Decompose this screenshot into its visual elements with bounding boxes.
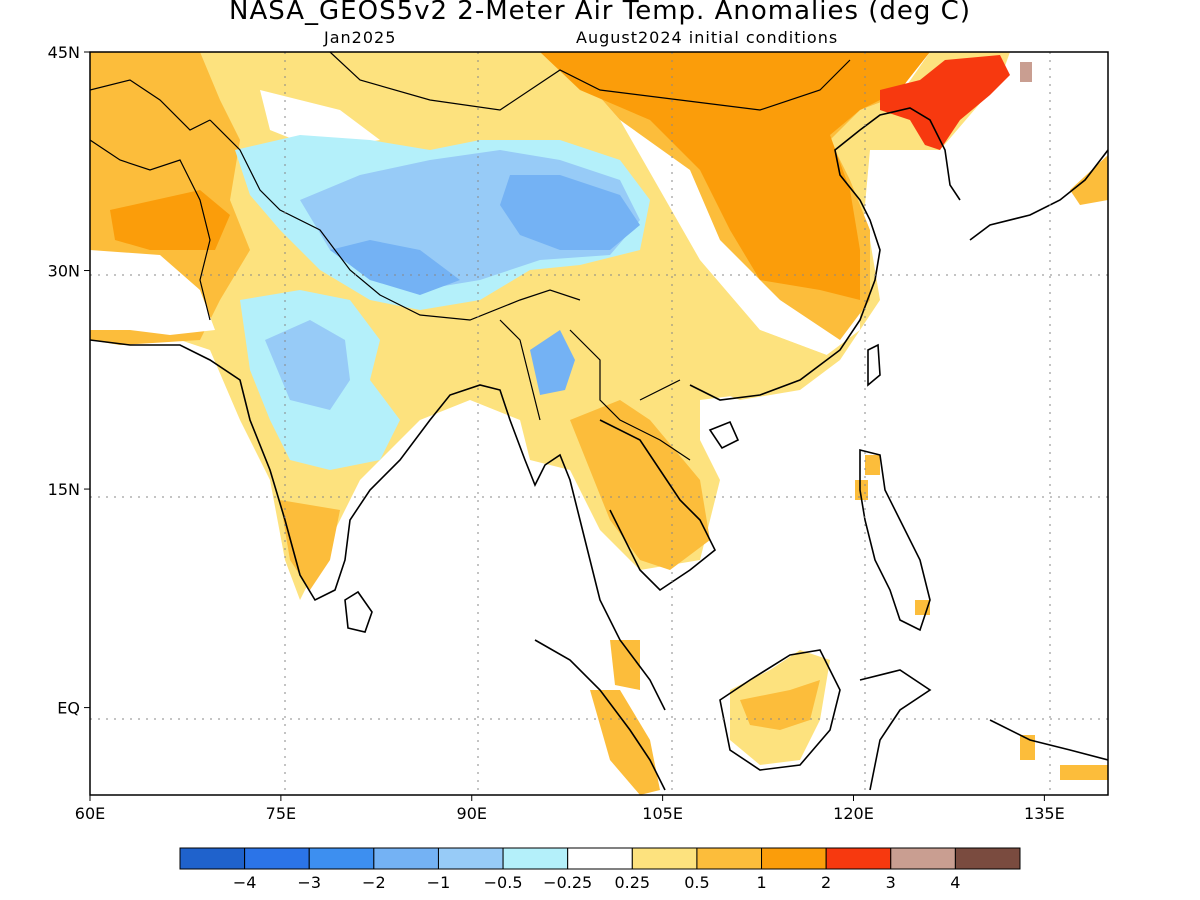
colorbar-label: 3 (886, 873, 896, 892)
colorbar-swatch (825, 847, 892, 870)
x-tick-label: 135E (1024, 804, 1065, 823)
x-axis: 60E 75E 90E 105E 120E 135E (75, 795, 1065, 823)
anomaly-neutral-west (90, 250, 215, 335)
colorbar-label: −1 (427, 873, 451, 892)
anomaly-region-south-india (280, 500, 340, 590)
x-tick-label: 90E (457, 804, 487, 823)
colorbar-swatch (179, 847, 246, 870)
anomaly-region-myanmar-cold (530, 330, 575, 395)
forecast-month: Jan2025 (324, 28, 397, 47)
anomaly-region-iran-core (110, 190, 230, 250)
coastline-indochina (599, 419, 717, 592)
coastline-new-guinea (989, 719, 1108, 761)
coastlines (90, 52, 1108, 791)
y-tick-label: 15N (48, 480, 80, 499)
anomaly-region-india (265, 320, 350, 410)
coastline-sri-lanka (344, 590, 373, 633)
coastline-south-asia (90, 339, 666, 711)
colorbar-label: −2 (362, 873, 386, 892)
colorbar-swatch (502, 847, 569, 870)
y-tick-label: EQ (57, 699, 80, 718)
border-southeast-asia (499, 319, 691, 461)
colorbar-swatch (631, 847, 698, 870)
coastline-sumatra (534, 639, 666, 791)
anomaly-region-indochina (570, 400, 710, 570)
coastline-japan (969, 149, 1108, 241)
anomaly-region-southeast-china (680, 300, 840, 400)
colorbar-swatch (244, 847, 310, 870)
x-tick-label: 75E (266, 804, 296, 823)
anomaly-region-tibet-core (330, 175, 640, 295)
colorbar-label: −4 (233, 873, 257, 892)
coastline-borneo (719, 649, 841, 771)
anomaly-cell-extreme (1020, 62, 1032, 82)
anomaly-region-sumatra (590, 690, 660, 795)
colorbar-label: −0.25 (543, 873, 592, 892)
y-tick-label: 45N (48, 43, 80, 62)
coastline-hainan (708, 420, 740, 450)
border-himalaya (209, 119, 581, 321)
colorbar-label: −0.5 (484, 873, 523, 892)
y-axis: 45N 30N 15N EQ (48, 43, 90, 718)
anomaly-region-mongolia (540, 52, 930, 300)
x-tick-label: 120E (833, 804, 874, 823)
coastline-china (689, 107, 961, 401)
anomaly-region-malaya (610, 640, 640, 690)
map-frame (89, 51, 1109, 796)
map-title: NASA_GEOS5v2 2-Meter Air Temp. Anomalies… (229, 0, 971, 26)
initial-conditions: August2024 initial conditions (576, 28, 839, 47)
colorbar-label: 0.25 (614, 873, 650, 892)
coastline-sulawesi (859, 669, 932, 791)
coastline-philippines (859, 448, 931, 632)
colorbar-swatch (567, 847, 633, 870)
colorbar-swatch (696, 847, 763, 870)
anomaly-neutral-north (260, 90, 380, 150)
border-china-mongolia (329, 52, 851, 111)
x-tick-label: 105E (642, 804, 683, 823)
colorbar-swatch (437, 847, 504, 870)
anomaly-region-new-guinea (1020, 735, 1108, 780)
colorbar-label: 4 (950, 873, 960, 892)
colorbar-label: −3 (297, 873, 321, 892)
x-tick-label: 60E (75, 804, 105, 823)
colorbar-label: 1 (756, 873, 766, 892)
colorbar-swatch (954, 847, 1021, 870)
colorbar-swatch (308, 847, 375, 870)
anomaly-region-korea (880, 55, 1010, 150)
colorbar-label: 2 (821, 873, 831, 892)
gridlines (90, 52, 1108, 795)
y-tick-label: 30N (48, 262, 80, 281)
anomaly-region-borneo-warm (740, 680, 820, 730)
colorbar-label: 0.5 (684, 873, 709, 892)
coastline-taiwan (867, 343, 881, 387)
anomaly-region-japan (1070, 155, 1108, 205)
colorbar-swatch (373, 847, 439, 870)
colorbar: −4 −3 −2 −1 −0.5 −0.25 0.25 0.5 1 2 3 4 (179, 847, 1021, 892)
anomaly-shading (90, 52, 1108, 795)
colorbar-swatch (761, 847, 827, 870)
border-west-asia (90, 79, 211, 321)
colorbar-swatch (890, 847, 956, 870)
